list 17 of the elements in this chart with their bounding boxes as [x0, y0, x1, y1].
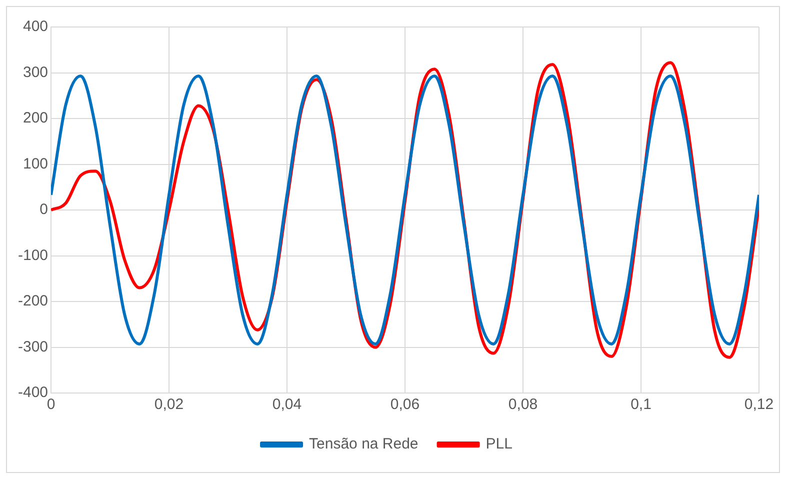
x-tick-label: 0,08: [508, 396, 538, 414]
y-tick-label: -100: [18, 246, 48, 264]
y-tick-label: -200: [18, 292, 48, 310]
y-tick-label: 400: [22, 18, 48, 36]
x-tick-label: 0,04: [272, 396, 302, 414]
y-tick-label: 100: [22, 155, 48, 172]
y-tick-label: 200: [22, 110, 48, 127]
legend-label: Tensão na Rede: [309, 436, 418, 453]
x-tick-label: 0,02: [154, 396, 184, 414]
x-tick-label: 0,12: [744, 396, 774, 414]
y-tick-label: 300: [22, 64, 48, 81]
x-tick-label: 0,1: [630, 396, 652, 414]
y-tick-label: -300: [18, 338, 48, 356]
y-tick-label: -400: [18, 384, 48, 402]
x-tick-label: 0,06: [390, 396, 420, 414]
legend-label: PLL: [486, 436, 512, 453]
y-tick-label: 0: [40, 201, 48, 218]
